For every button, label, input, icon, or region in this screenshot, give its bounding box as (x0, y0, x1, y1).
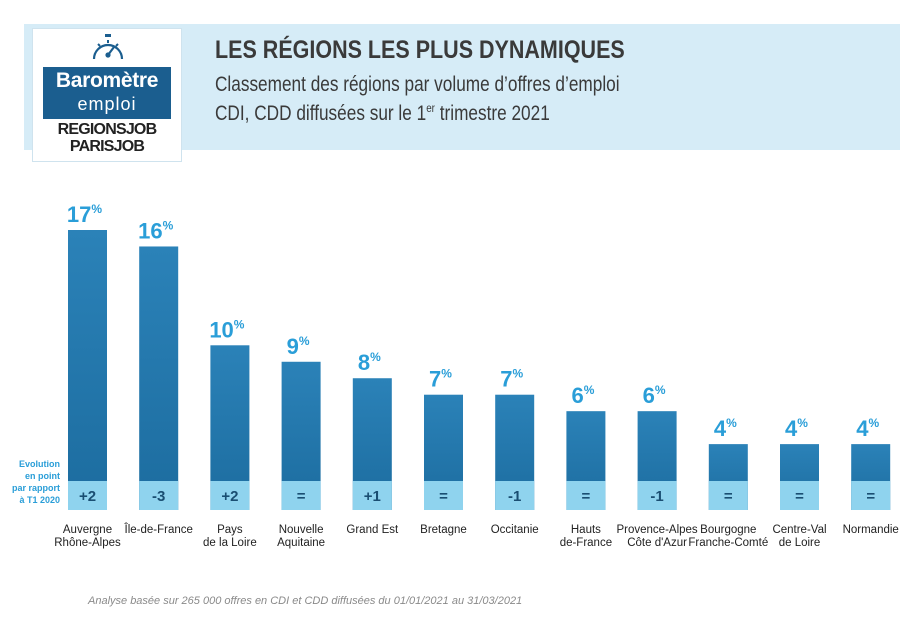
evolution-box (637, 481, 677, 510)
value-label-unit: % (299, 334, 310, 348)
value-label-unit: % (797, 416, 808, 430)
subtitle-superscript: er (426, 101, 435, 115)
evolution-box (495, 481, 535, 510)
evolution-box (708, 481, 748, 510)
gauge-icon (92, 34, 124, 60)
category-label: Île-de-France (124, 523, 193, 536)
value-label: 16% (138, 218, 173, 243)
evolution-value: +1 (364, 488, 381, 505)
logo-blue-block: Baromètre emploi (43, 67, 171, 119)
evolution-box (139, 481, 179, 510)
evolution-axis-label: Evolution en point par rapport à T1 2020 (0, 458, 60, 506)
page-title: LES RÉGIONS LES PLUS DYNAMIQUES (215, 36, 625, 64)
value-label-unit: % (441, 367, 452, 381)
category-label: Occitanie (491, 524, 539, 536)
evolution-value: = (866, 488, 875, 505)
value-label-unit: % (655, 383, 666, 397)
category-label: Provence-Alpes (617, 524, 698, 536)
category-label: Normandie (843, 524, 899, 536)
category-label: Bretagne (420, 524, 467, 536)
value-label: 4% (856, 416, 879, 441)
value-label: 17% (67, 202, 102, 227)
logo-line-parisjob: PARISJOB (69, 138, 145, 155)
evolution-value: = (724, 488, 733, 505)
bar (68, 230, 107, 510)
value-label: 6% (643, 383, 666, 408)
subtitle-line-2-suffix: trimestre 2021 (434, 102, 550, 125)
value-label-unit: % (370, 350, 381, 364)
evolution-box (281, 481, 321, 510)
logo-line-regionsjob: REGIONSJOB (57, 121, 158, 138)
category-label: de-France (560, 537, 612, 549)
category-label: de la Loire (203, 537, 257, 549)
logo-line-barometre: Baromètre (55, 69, 159, 92)
value-label: 7% (500, 367, 523, 392)
evolution-label-line: Evolution (19, 459, 60, 469)
value-label: 6% (571, 383, 594, 408)
subtitle-line-1: Classement des régions par volume d’offr… (215, 73, 620, 96)
category-label: de Loire (779, 537, 821, 549)
logo-line-emploi: emploi (77, 94, 137, 114)
category-label: Rhône-Alpes (54, 537, 121, 549)
evolution-box (780, 481, 819, 510)
category-label: Bourgogne (700, 524, 756, 536)
evolution-value: = (582, 488, 591, 505)
category-label: Franche-Comté (688, 537, 768, 549)
evolution-box (424, 481, 463, 510)
evolution-value: -1 (508, 488, 521, 505)
category-label: Centre-Val (772, 524, 826, 536)
evolution-value: -3 (152, 488, 165, 505)
subtitle-line-2: CDI, CDD diffusées sur le 1er trimestre … (215, 101, 550, 126)
category-label: Aquitaine (277, 537, 325, 549)
category-label: Grand Est (346, 524, 399, 536)
subtitle-line-2-prefix: CDI, CDD diffusées sur le 1 (215, 102, 427, 125)
evolution-box (851, 481, 891, 510)
value-label-unit: % (163, 218, 174, 232)
value-label-unit: % (868, 416, 879, 430)
value-label: 4% (714, 416, 737, 441)
value-label: 7% (429, 367, 452, 392)
evolution-value: +2 (79, 488, 96, 505)
value-label-unit: % (234, 317, 245, 331)
category-label: Côte d'Azur (627, 537, 687, 549)
evolution-value: +2 (221, 488, 238, 505)
evolution-box (352, 481, 392, 510)
evolution-value: = (297, 488, 306, 505)
value-label: 10% (209, 317, 244, 342)
value-label: 4% (785, 416, 808, 441)
evolution-box (68, 481, 107, 510)
value-label-unit: % (726, 416, 737, 430)
evolution-label-line: par rapport (11, 483, 60, 493)
bar (139, 246, 179, 510)
evolution-value: -1 (650, 488, 663, 505)
category-label: Hauts (571, 524, 601, 536)
value-label: 8% (358, 350, 381, 375)
category-label: Nouvelle (279, 524, 324, 536)
category-label: Pays (217, 524, 243, 536)
evolution-box (210, 481, 250, 510)
value-label-unit: % (584, 383, 595, 397)
evolution-value: = (439, 488, 448, 505)
evolution-value: = (795, 488, 804, 505)
value-label-unit: % (512, 367, 523, 381)
category-label: Auvergne (63, 524, 112, 536)
evolution-label-line: à T1 2020 (19, 495, 60, 505)
value-label: 9% (287, 334, 310, 359)
value-label-unit: % (91, 202, 102, 216)
barometre-logo: Baromètre emploi REGIONSJOB PARISJOB (32, 28, 182, 162)
footnote: Analyse basée sur 265 000 offres en CDI … (88, 595, 523, 607)
evolution-label-line: en point (25, 471, 60, 481)
evolution-box (566, 481, 606, 510)
